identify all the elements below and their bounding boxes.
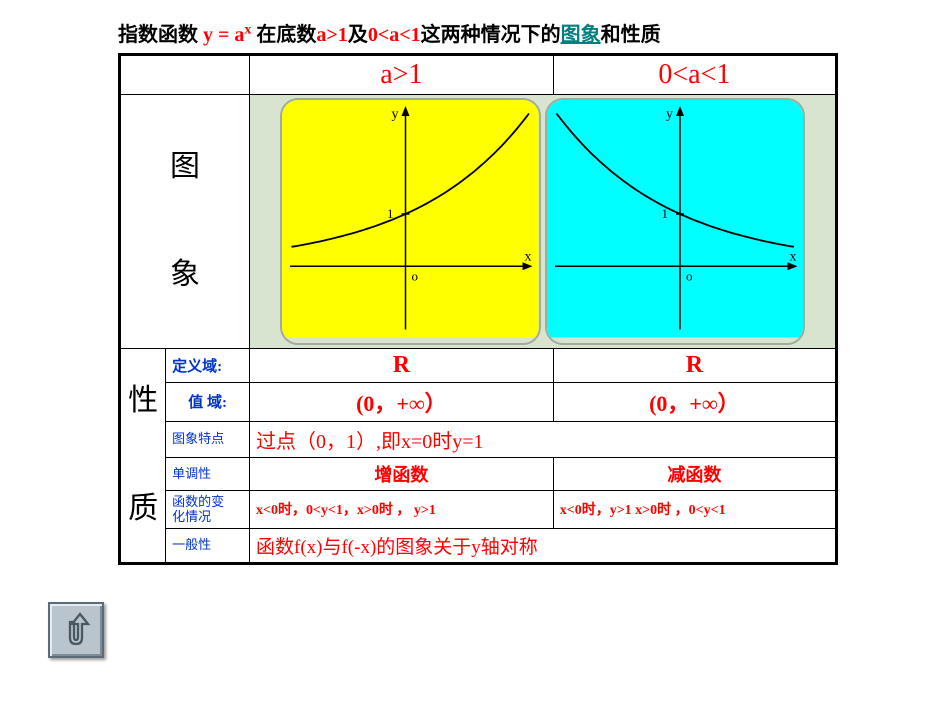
title-pre: 指数函数 (118, 24, 203, 46)
chart-0-lt-a-lt-1: yxo1 (545, 98, 806, 345)
row-label-domain: 定义域: (166, 348, 250, 382)
mono-0-lt-a-lt-1: 减函数 (553, 457, 836, 490)
title-mid1: 在底数 (251, 24, 316, 46)
col-header-0-lt-a-lt-1: 0<a<1 (553, 55, 836, 95)
graphs-cell: yxo1 yxo1 (250, 95, 837, 349)
mono-a-gt-1: 增函数 (250, 457, 554, 490)
row-label-change: 函数的变化情况 (166, 490, 250, 528)
change-0-lt-a-lt-1: x<0时，y>1 x>0时 ，0<y<1 (553, 490, 836, 528)
row-label-graph: 图象 (120, 95, 250, 349)
row-label-properties: 性质 (120, 348, 166, 563)
row-label-range: 值 域: (166, 382, 250, 421)
row-label-feature: 图象特点 (166, 421, 250, 457)
svg-text:y: y (666, 107, 673, 122)
title-cond2: 0<a<1 (368, 24, 421, 46)
svg-text:x: x (789, 249, 796, 264)
back-button[interactable] (48, 602, 104, 658)
svg-text:o: o (412, 268, 419, 283)
u-turn-up-icon (56, 610, 96, 650)
title-post: 和性质 (601, 24, 661, 46)
title-mid3: 这两种情况下的 (421, 24, 561, 46)
title-mid2: 及 (348, 24, 368, 46)
svg-text:o: o (686, 268, 693, 283)
row-label-monotonic: 单调性 (166, 457, 250, 490)
page-title: 指数函数 y = ax 在底数a>1及0<a<1这两种情况下的图象和性质 (118, 18, 838, 47)
col-header-a-gt-1: a>1 (250, 55, 554, 95)
general-value: 函数f(x)与f(-x)的图象关于y轴对称 (250, 528, 837, 563)
svg-text:x: x (525, 249, 532, 264)
properties-table: a>1 0<a<1 图象 yxo1 yxo1 性质 定义域: R R 值 域: … (118, 53, 838, 565)
feature-value: 过点（0，1）,即x=0时y=1 (250, 421, 837, 457)
domain-0-lt-a-lt-1: R (553, 348, 836, 382)
domain-a-gt-1: R (250, 348, 554, 382)
title-cond1: a>1 (316, 24, 347, 46)
range-0-lt-a-lt-1: (0，+∞） (553, 382, 836, 421)
change-a-gt-1: x<0时，0<y<1，x>0时 ， y>1 (250, 490, 554, 528)
chart-a-gt-1: yxo1 (280, 98, 541, 345)
svg-text:y: y (392, 107, 399, 122)
title-fn: y = ax (203, 24, 251, 46)
row-label-general: 一般性 (166, 528, 250, 563)
range-a-gt-1: (0，+∞） (250, 382, 554, 421)
title-tuxiang-link[interactable]: 图象 (561, 24, 601, 46)
